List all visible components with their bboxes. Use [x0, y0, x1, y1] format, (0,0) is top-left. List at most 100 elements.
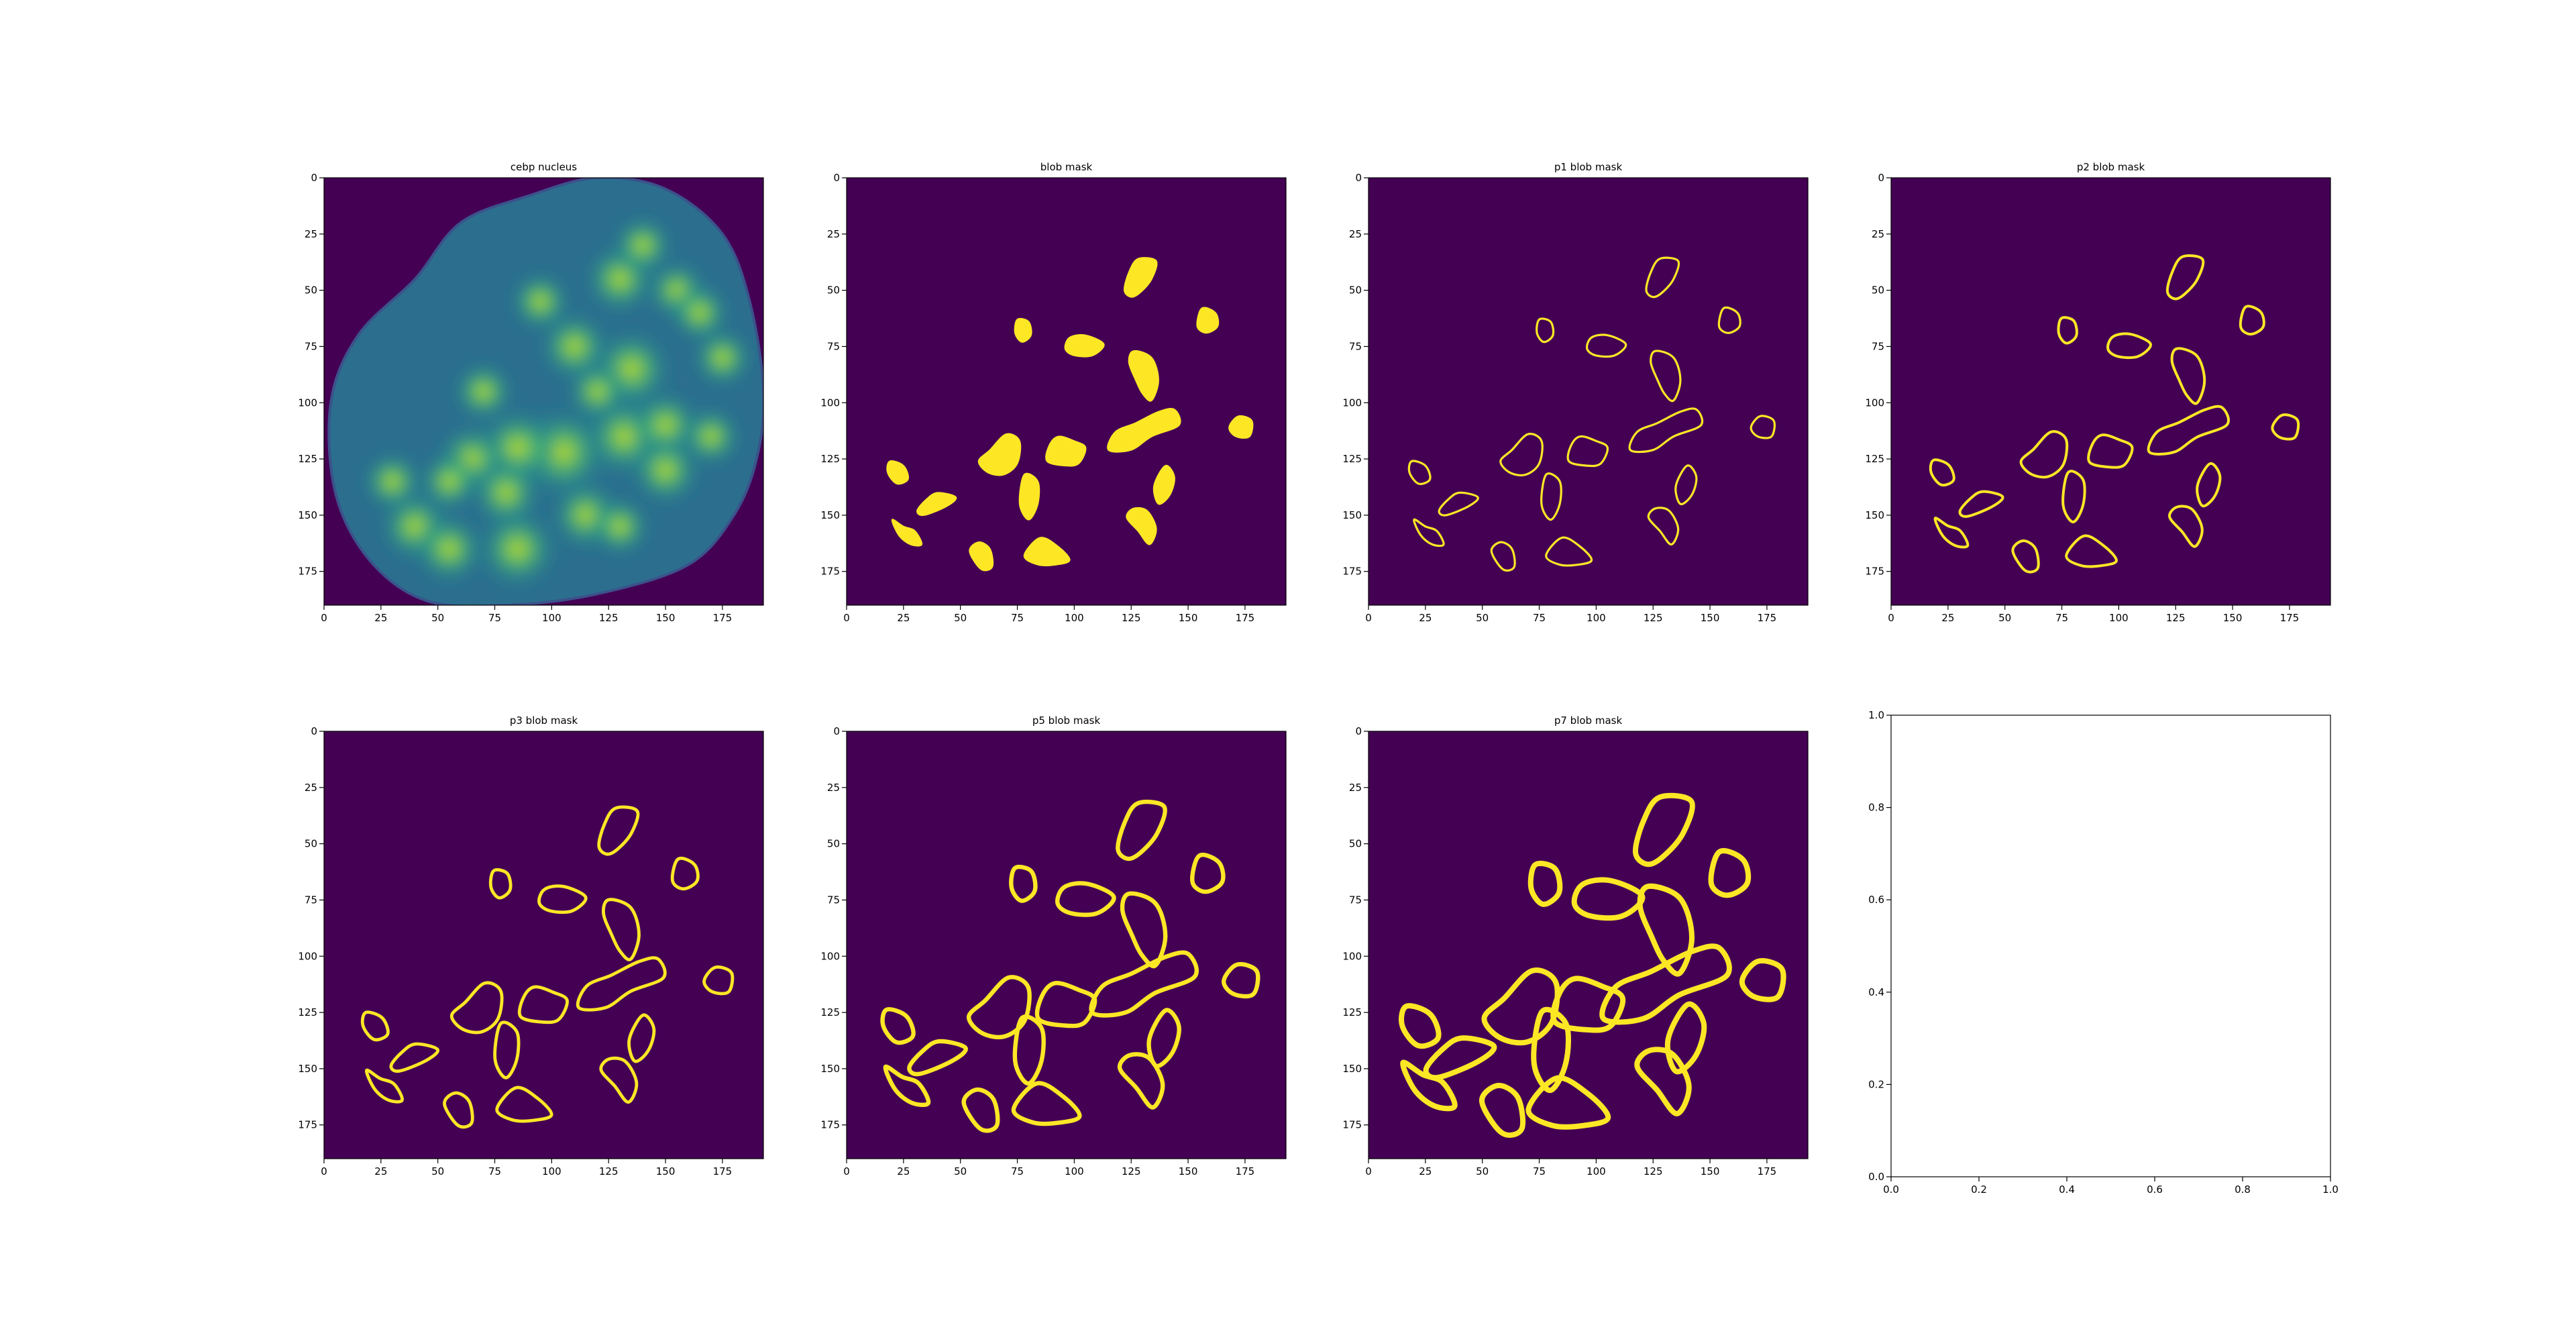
blob-outline	[1628, 407, 1704, 454]
y-tick-label: 75	[305, 340, 317, 352]
blob-outline	[1055, 881, 1116, 917]
y-tick-label: 125	[820, 1006, 840, 1018]
blob-outline	[702, 965, 735, 996]
blob-outline	[493, 1020, 521, 1079]
blob-mask-region	[1126, 507, 1157, 545]
x-tick-label: 75	[1533, 1165, 1546, 1177]
blob-outline	[670, 856, 700, 891]
blob-outline	[443, 1091, 474, 1129]
y-tick-label: 0	[833, 172, 840, 184]
x-tick-label: 100	[1065, 612, 1084, 624]
blob-outline	[2011, 539, 2040, 574]
x-tick-label: 50	[954, 1165, 967, 1177]
y-tick-label: 50	[1349, 284, 1362, 297]
intensity-spot	[610, 212, 676, 278]
x-tick-label: 0.8	[2235, 1183, 2251, 1196]
y-tick-label: 50	[1872, 284, 1884, 297]
blob-outline	[1750, 415, 1776, 439]
y-tick-label: 25	[827, 782, 840, 794]
x-tick-label: 150	[1701, 1165, 1720, 1177]
blob-outline	[1089, 950, 1199, 1018]
blob-outline	[1717, 306, 1741, 334]
y-tick-label: 25	[305, 782, 317, 794]
y-tick-label: 150	[1865, 509, 1884, 521]
x-tick-label: 0	[321, 612, 327, 624]
x-tick-label: 0.2	[1971, 1183, 1987, 1196]
y-tick-label: 125	[298, 453, 317, 465]
blob-outline	[1637, 883, 1695, 977]
blob-outline	[1571, 877, 1646, 921]
panel-title: cebp nucleus	[510, 161, 578, 173]
y-tick-label: 100	[820, 397, 840, 409]
y-tick-label: 150	[820, 1063, 840, 1075]
blob-mask-region	[1107, 407, 1181, 453]
y-tick-label: 25	[1349, 228, 1362, 240]
blob-mask-region	[1064, 334, 1105, 358]
x-tick-label: 1.0	[2322, 1183, 2339, 1196]
x-tick-label: 125	[599, 1165, 619, 1177]
panel-p1-blob-mask: p1 blob mask 0 25 50 75 100 125 150 175 0 25 50 75 1…	[1342, 161, 1809, 624]
blob-outline	[2271, 413, 2300, 441]
blob-mask-region	[1018, 472, 1040, 521]
plot-area: 0 25 50 75 100 125 150 175 0 25 50 75 100 125 150 175	[1342, 725, 1809, 1177]
x-tick-label: 175	[1758, 612, 1777, 624]
panel-title: p7 blob mask	[1554, 715, 1623, 727]
blob-mask-region	[1196, 307, 1220, 334]
blob-outline	[1566, 435, 1609, 468]
blob-outline	[1438, 491, 1479, 517]
y-tick-label: 0.6	[1868, 894, 1884, 906]
blob-mask-region	[1045, 435, 1087, 467]
y-tick-label: 125	[298, 1006, 317, 1018]
x-tick-label: 25	[1941, 612, 1954, 624]
blob-outline	[2147, 405, 2230, 456]
x-tick-label: 100	[542, 612, 561, 624]
blob-outline	[907, 1039, 968, 1077]
y-tick-label: 0.0	[1868, 1171, 1884, 1183]
blob-outline	[1540, 472, 1562, 521]
y-tick-label: 50	[827, 838, 840, 850]
y-tick-label: 25	[1872, 228, 1884, 240]
x-tick-label: 150	[2223, 612, 2243, 624]
axes-frame	[1368, 731, 1809, 1159]
x-tick-label: 0.6	[2147, 1183, 2163, 1196]
y-tick-label: 50	[827, 284, 840, 297]
x-tick-label: 125	[2166, 612, 2186, 624]
intensity-spot	[411, 511, 488, 588]
x-tick-label: 0	[1365, 1165, 1372, 1177]
intensity-spot	[667, 280, 733, 346]
axes-frame	[323, 731, 764, 1159]
blob-outline	[2061, 470, 2086, 523]
blob-mask-region	[1123, 257, 1158, 298]
x-tick-label: 75	[1011, 612, 1024, 624]
intensity-spot	[474, 505, 561, 593]
blob-outline	[2239, 305, 2265, 336]
blob-outline	[961, 1087, 1000, 1133]
y-tick-label: 100	[1342, 950, 1362, 962]
x-tick-label: 125	[1122, 1165, 1141, 1177]
x-tick-label: 100	[542, 1165, 561, 1177]
y-tick-label: 100	[820, 950, 840, 962]
blob-outline	[1634, 1047, 1692, 1116]
x-tick-label: 25	[897, 612, 910, 624]
intensity-spot	[564, 358, 631, 425]
blob-outline	[1034, 980, 1097, 1029]
blob-outline	[1599, 943, 1732, 1025]
x-tick-label: 0.4	[2059, 1183, 2075, 1196]
x-tick-label: 75	[1011, 1165, 1024, 1177]
image-layer	[1368, 178, 1808, 605]
intensity-spots	[359, 212, 755, 593]
blob-outline	[360, 1010, 390, 1042]
axes-frame	[1368, 177, 1809, 606]
blob-outline	[365, 1068, 404, 1104]
blob-outline	[2087, 433, 2134, 469]
panel-p7-blob-mask: p7 blob mask 0 25 50 75 100 125 150 175 0 25 50 75 1…	[1342, 715, 1809, 1177]
y-tick-label: 25	[827, 228, 840, 240]
x-tick-label: 150	[1179, 1165, 1198, 1177]
plot-area: 0.0 0.2 0.4 0.6 0.8 1.0 0.0 0.2 0.4 0.6 0.8 1.0	[1868, 709, 2339, 1196]
blob-outline	[1739, 958, 1786, 1002]
y-tick-label: 125	[1342, 453, 1362, 465]
blob-outline	[389, 1042, 440, 1073]
y-tick-label: 0	[1878, 172, 1884, 184]
y-tick-label: 175	[298, 566, 317, 578]
y-tick-label: 75	[1872, 340, 1884, 352]
